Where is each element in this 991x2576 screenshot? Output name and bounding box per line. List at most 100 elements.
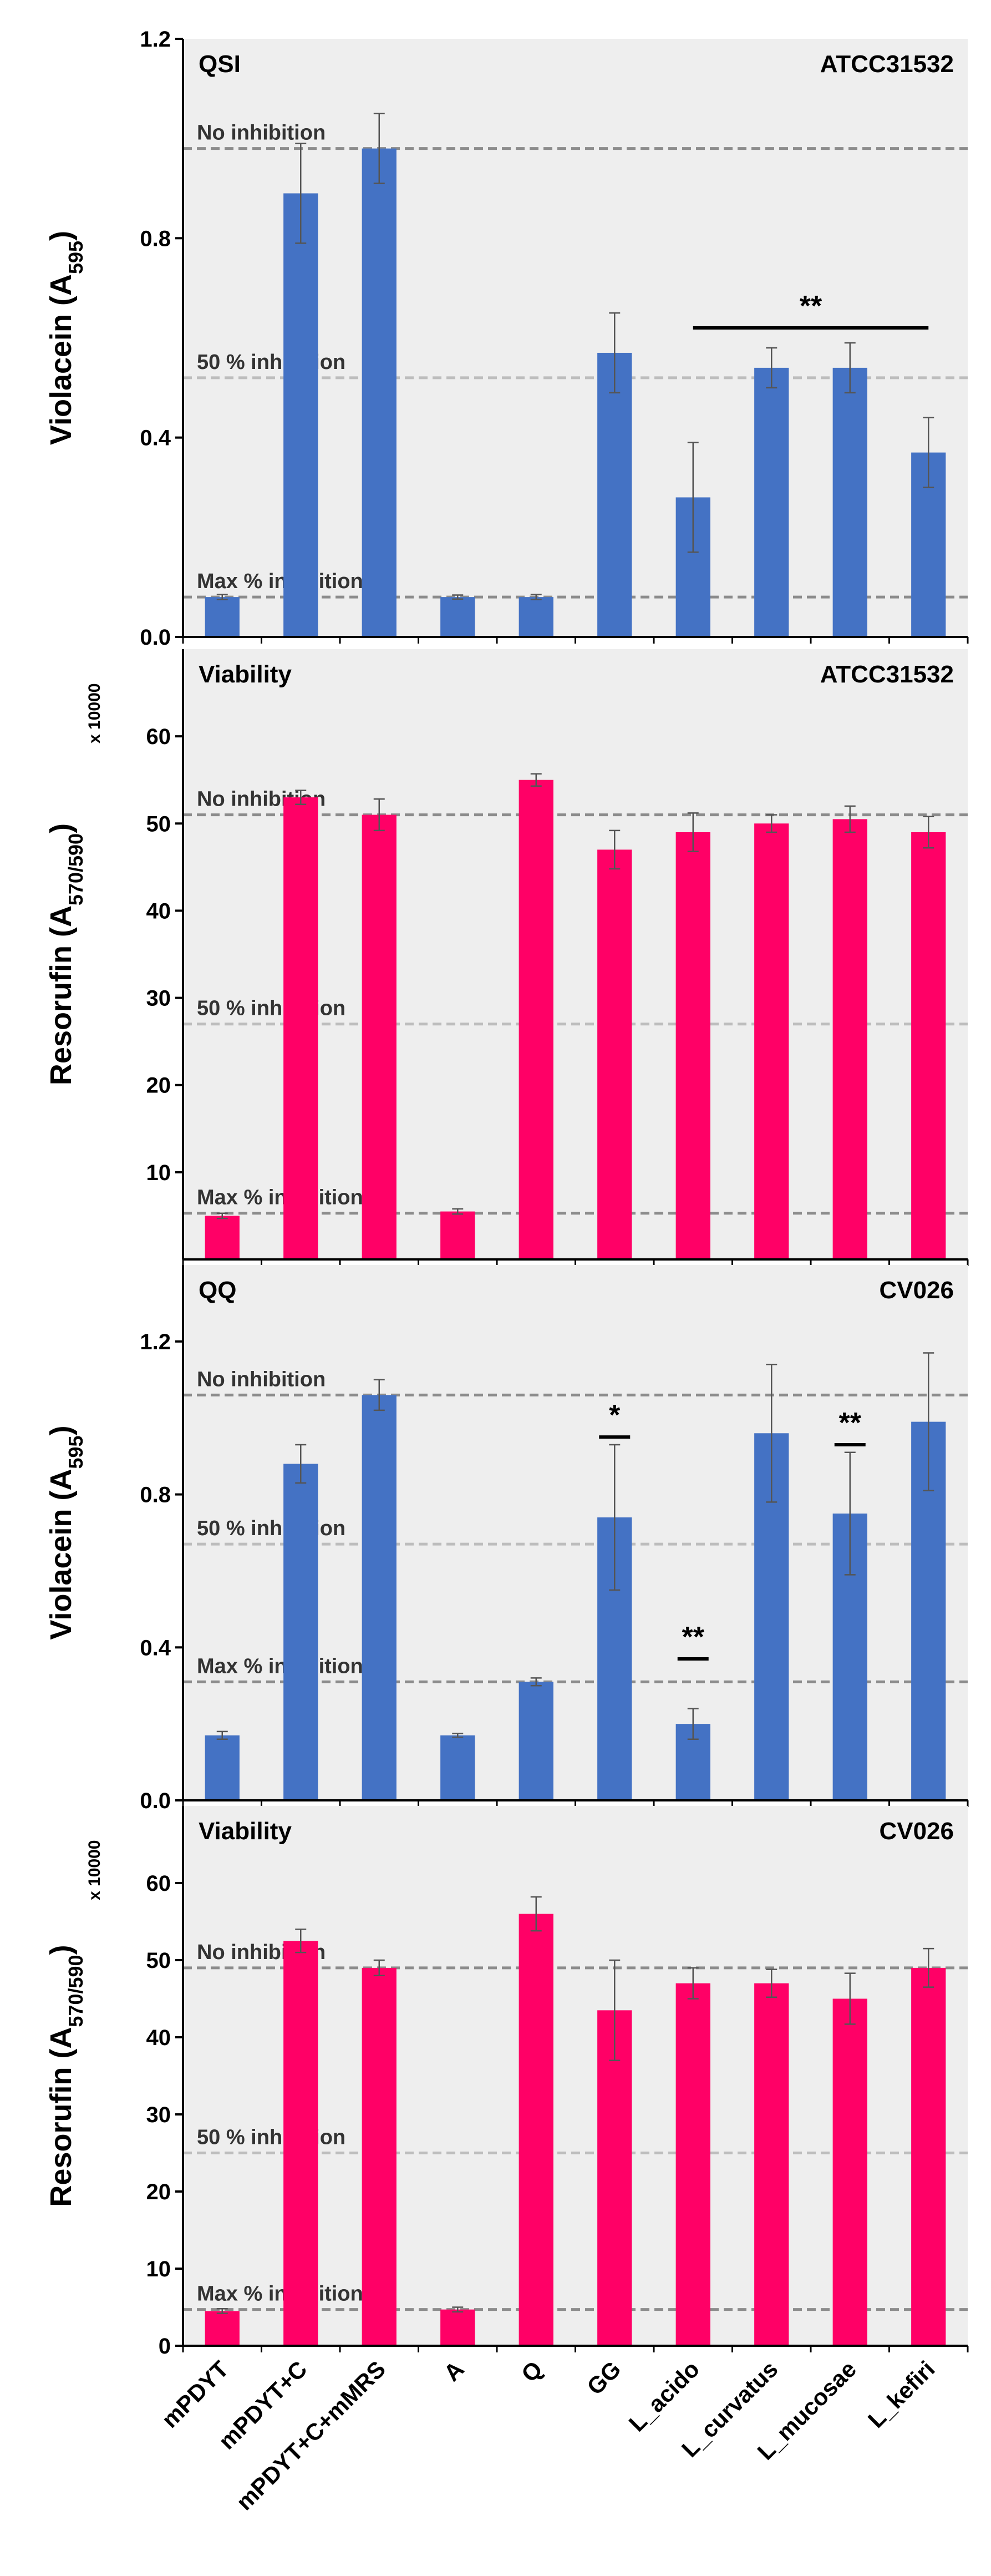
bar [832,367,867,637]
bar [519,1682,553,1800]
bar [362,1967,397,2346]
y-tick-label: 60 [146,725,171,749]
y-axis-label-subscript: 570/590 [64,833,87,905]
y-axis-label: Resorufin (A570/590) [44,1945,87,2206]
y-axis-label-end: ) [44,823,78,833]
axis-multiplier: x 10000 [85,1840,104,1900]
y-tick-label: 40 [146,899,171,923]
y-axis-label: Violacein (A595) [44,1425,87,1639]
bar [362,814,397,1259]
panel-strain: CV026 [879,1818,954,1845]
bar [832,1998,867,2346]
y-tick-label: 0.8 [140,1483,171,1507]
ref-line-label: No inhibition [197,122,326,145]
significance-label: ** [800,290,822,322]
x-category-label: L_acido [624,2356,704,2436]
panel-strain: ATCC31532 [820,50,954,78]
ref-line-label: No inhibition [197,1368,326,1391]
y-axis-label-subscript: 570/590 [64,1955,87,2027]
panel-title: QQ [199,1277,236,1304]
bar [832,819,867,1259]
panel-strain: CV026 [879,1277,954,1304]
y-axis-label-end: ) [44,1945,78,1955]
bar [597,2010,632,2346]
bar [754,367,789,637]
significance-label: ** [682,1621,705,1653]
y-tick-label: 0.4 [140,1636,171,1660]
bar [440,1735,475,1800]
y-axis-label-main: Resorufin (A [44,2027,78,2207]
panel-qsi: No inhibition 50 % inhibition Max % inhibi… [44,27,969,650]
bar [362,1395,397,1800]
ref-line-label: 50 % inhibition [197,2126,345,2149]
panel-strain: ATCC31532 [820,661,954,688]
axis-multiplier: x 10000 [85,684,104,743]
x-category-label: L_kefiri [863,2356,940,2433]
bar [205,597,240,637]
y-tick-label: 30 [146,2103,171,2127]
y-axis-label-main: Resorufin (A [44,905,78,1085]
y-tick-label: 40 [146,2026,171,2050]
y-tick-label: 10 [146,1161,171,1185]
y-axis-label-end: ) [44,1425,78,1435]
y-axis-label-main: Violacein (A [44,274,78,445]
bar [519,780,553,1259]
y-tick-label: 0.4 [140,426,171,451]
y-tick-label: 1.2 [140,1330,171,1354]
bar [754,823,789,1259]
ref-line-label: 50 % inhibition [197,1517,345,1540]
y-tick-label: 0.8 [140,226,171,251]
y-tick-label: 0 [159,2334,171,2359]
bar [205,2311,240,2346]
panel-title: Viability [199,661,292,688]
ref-line-label: Max % inhibition [197,1654,363,1678]
bar [597,849,632,1259]
bar [440,1211,475,1259]
bar [362,148,397,637]
bar [911,1967,946,2346]
bar [754,1983,789,2346]
bar [205,1216,240,1259]
y-axis-label: Violacein (A595) [44,231,87,445]
y-tick-label: 20 [146,1074,171,1098]
bar [440,597,475,637]
panel-title: QSI [199,50,241,78]
y-axis-label-end: ) [44,231,78,241]
y-tick-label: 30 [146,986,171,1011]
ref-line-label: Max % inhibition [197,570,363,593]
bar [519,1914,553,2346]
y-axis-label-subscript: 595 [64,241,87,274]
bar [675,832,710,1259]
ref-line-label: Max % inhibition [197,2283,363,2306]
bar [440,2309,475,2346]
y-axis-label: Resorufin (A570/590) [44,823,87,1085]
y-axis-label-subscript: 595 [64,1435,87,1469]
bar [283,797,318,1259]
y-axis-label-main: Violacein (A [44,1469,78,1639]
y-tick-label: 60 [146,1871,171,1896]
bar [283,1464,318,1800]
panel-title: Viability [199,1818,292,1845]
ref-line-label: Max % inhibition [197,1186,363,1209]
bar [283,193,318,637]
ref-line-label: 50 % inhibition [197,997,345,1020]
x-category-label: mPDYT [156,2356,233,2433]
bar [519,597,553,637]
x-category-label: GG [582,2356,626,2400]
x-category-label: A [439,2356,469,2386]
significance-label: ** [839,1407,862,1439]
y-tick-label: 1.2 [140,27,171,52]
bar [597,352,632,637]
ref-line-label: 50 % inhibition [197,351,345,374]
significance-label: * [609,1399,621,1431]
y-tick-label: 50 [146,1949,171,1973]
x-category-label: mPDYT+C+mMRS [231,2356,390,2515]
bar [911,832,946,1259]
y-tick-label: 0.0 [140,625,171,650]
bar [283,1941,318,2346]
y-tick-label: 20 [146,2180,171,2204]
bar [675,1983,710,2346]
